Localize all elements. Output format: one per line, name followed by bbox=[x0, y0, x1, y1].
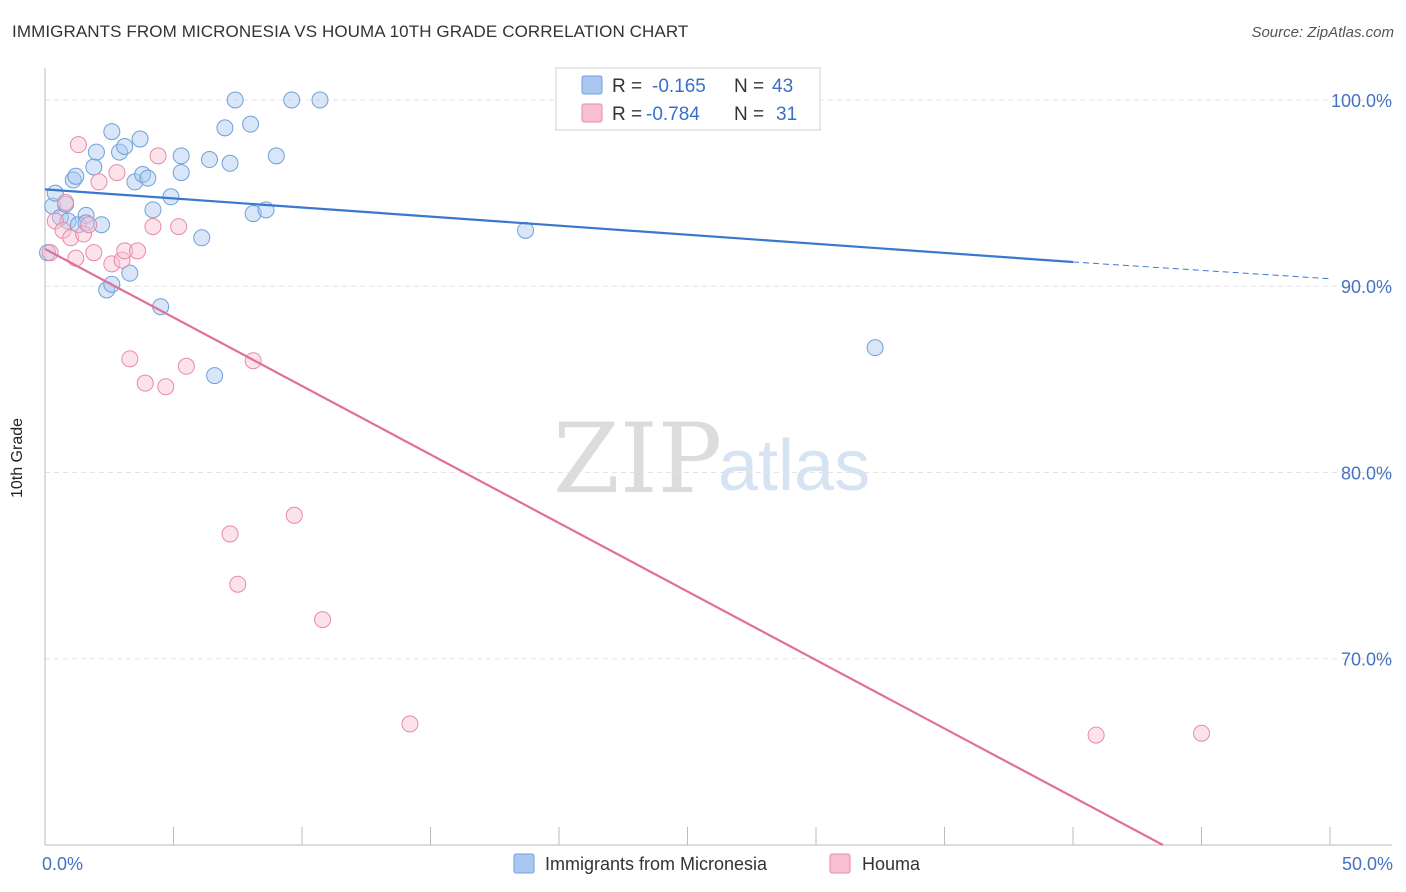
watermark-atlas: atlas bbox=[718, 426, 870, 506]
legend-n-value-houma: 31 bbox=[776, 104, 797, 125]
y-tick-label: 70.0% bbox=[1341, 650, 1392, 670]
bottom-legend-label-houma: Houma bbox=[862, 854, 921, 874]
data-point bbox=[93, 216, 111, 234]
bottom-legend: Immigrants from Micronesia Houma bbox=[513, 853, 921, 874]
data-point bbox=[216, 119, 234, 137]
data-point bbox=[108, 164, 126, 182]
tick-labels: 70.0% 80.0% 90.0% 100.0% 0.0% 50.0% bbox=[42, 91, 1393, 874]
data-point bbox=[90, 173, 108, 191]
data-point bbox=[226, 91, 244, 109]
data-point bbox=[283, 91, 301, 109]
data-point bbox=[157, 378, 175, 396]
data-point bbox=[314, 611, 332, 629]
data-point bbox=[85, 158, 103, 176]
data-point bbox=[103, 123, 121, 141]
data-point bbox=[69, 136, 87, 154]
data-point bbox=[131, 130, 149, 148]
data-point bbox=[172, 147, 190, 165]
x-tick-label: 50.0% bbox=[1342, 854, 1393, 874]
data-point bbox=[67, 249, 85, 267]
series-houma-points bbox=[41, 136, 1210, 744]
data-point bbox=[401, 715, 419, 733]
data-point bbox=[59, 212, 77, 230]
data-point bbox=[85, 244, 103, 262]
x-tick-label: 0.0% bbox=[42, 854, 83, 874]
data-point bbox=[149, 147, 167, 165]
legend-swatch-micronesia bbox=[581, 75, 603, 95]
data-point bbox=[75, 225, 93, 243]
legend-r-label-micronesia: R = bbox=[612, 76, 642, 97]
data-point bbox=[267, 147, 285, 165]
legend-r-label-houma: R = bbox=[612, 104, 642, 125]
data-point bbox=[87, 143, 105, 161]
data-point bbox=[144, 201, 162, 219]
data-point bbox=[285, 506, 303, 524]
data-point bbox=[136, 374, 154, 392]
data-point bbox=[103, 255, 121, 273]
trendlines bbox=[44, 188, 1331, 846]
watermark-zip: ZIP bbox=[553, 403, 722, 515]
data-point bbox=[67, 167, 85, 185]
axes bbox=[44, 68, 1392, 846]
data-point bbox=[80, 216, 98, 234]
legend-swatch-houma bbox=[581, 103, 603, 123]
data-point bbox=[144, 218, 162, 236]
data-point bbox=[244, 205, 262, 223]
source-label: Source: ZipAtlas.com bbox=[1251, 24, 1394, 41]
legend-box: R = -0.165 N = 43 R = -0.784 N = 31 bbox=[555, 67, 821, 131]
data-point bbox=[242, 115, 260, 133]
data-point bbox=[221, 525, 239, 543]
data-point bbox=[1087, 726, 1105, 744]
data-point bbox=[139, 169, 157, 187]
bottom-legend-label-micronesia: Immigrants from Micronesia bbox=[545, 854, 768, 874]
data-point bbox=[866, 339, 884, 357]
trendline-micronesia-extension bbox=[1072, 261, 1331, 280]
legend-n-label-houma: N = bbox=[734, 104, 764, 125]
y-tick-label: 90.0% bbox=[1341, 277, 1392, 297]
watermark: ZIP atlas bbox=[553, 403, 870, 515]
data-point bbox=[121, 264, 139, 282]
data-point bbox=[177, 357, 195, 375]
legend-r-value-houma: -0.784 bbox=[646, 104, 700, 125]
legend-r-value-micronesia: -0.165 bbox=[652, 76, 706, 97]
legend-n-value-micronesia: 43 bbox=[772, 76, 793, 97]
data-point bbox=[57, 193, 75, 211]
data-point bbox=[116, 138, 134, 156]
data-point bbox=[121, 350, 139, 368]
data-point bbox=[229, 575, 247, 593]
data-point bbox=[129, 242, 147, 260]
data-point bbox=[172, 164, 190, 182]
bottom-legend-swatch-micronesia bbox=[513, 853, 535, 874]
trendline-micronesia bbox=[44, 188, 1074, 264]
y-tick-label: 80.0% bbox=[1341, 463, 1392, 483]
grid-lines bbox=[45, 99, 1392, 660]
y-tick-label: 100.0% bbox=[1331, 91, 1392, 111]
data-point bbox=[170, 218, 188, 236]
data-point bbox=[1193, 724, 1210, 742]
data-point bbox=[193, 229, 211, 247]
bottom-legend-swatch-houma bbox=[829, 853, 851, 874]
series-micronesia-points bbox=[39, 91, 884, 385]
data-point bbox=[206, 367, 224, 385]
data-point bbox=[62, 229, 80, 247]
data-point bbox=[311, 91, 329, 109]
data-point bbox=[221, 154, 239, 172]
chart-title: IMMIGRANTS FROM MICRONESIA VS HOUMA 10TH… bbox=[12, 22, 689, 41]
data-point bbox=[116, 242, 134, 260]
data-point bbox=[200, 151, 218, 169]
legend-n-label-micronesia: N = bbox=[734, 76, 764, 97]
trendline-houma bbox=[44, 247, 1164, 846]
